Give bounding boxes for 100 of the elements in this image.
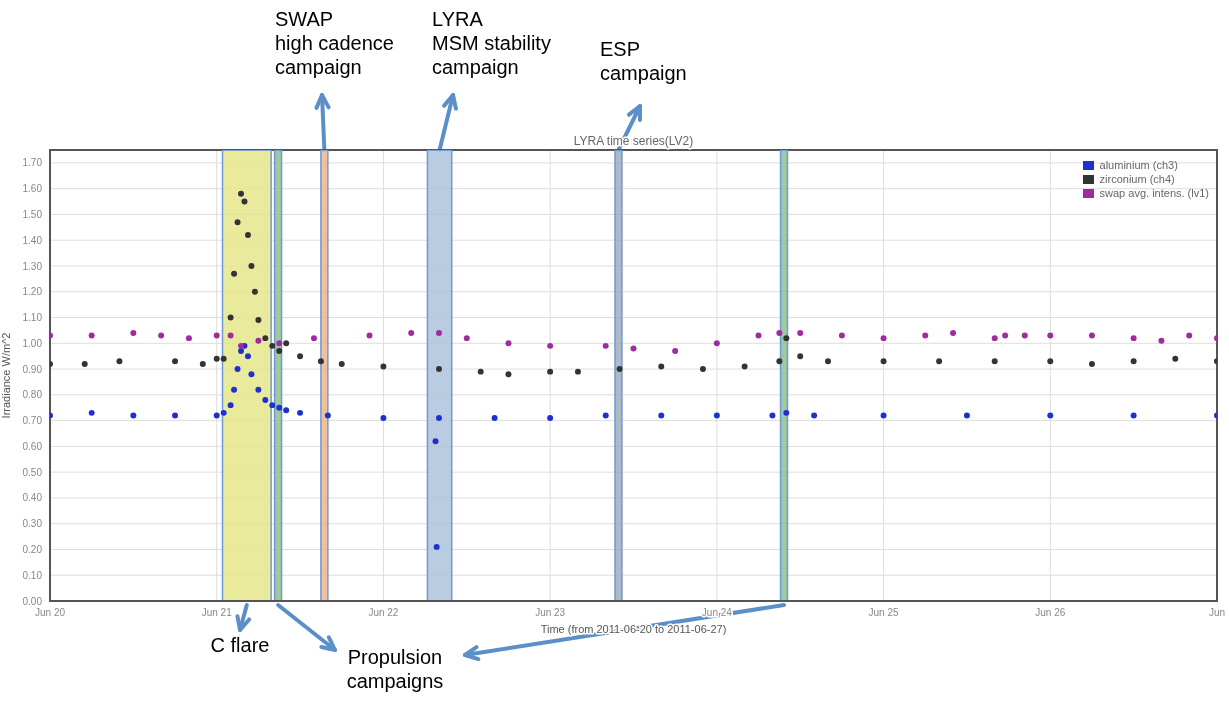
point bbox=[283, 407, 290, 414]
y-tick-label: 1.40 bbox=[22, 234, 43, 246]
point bbox=[380, 415, 387, 421]
point bbox=[116, 358, 123, 365]
y-tick-label: 1.60 bbox=[22, 183, 43, 195]
point bbox=[436, 366, 442, 373]
y-tick-label: 0.80 bbox=[22, 389, 43, 401]
point bbox=[755, 332, 762, 339]
band-label: LYRA MSM stability campaign bbox=[432, 8, 551, 78]
x-tick-label: Jun bbox=[1208, 607, 1226, 619]
y-tick-label: 0.40 bbox=[22, 492, 43, 504]
point bbox=[251, 288, 258, 295]
point bbox=[1047, 412, 1054, 419]
point bbox=[380, 363, 387, 370]
point bbox=[776, 358, 783, 365]
point bbox=[505, 371, 512, 378]
point bbox=[1172, 355, 1179, 362]
point bbox=[547, 342, 554, 349]
point bbox=[234, 366, 241, 373]
y-axis-title: Irradiance W/m^2 bbox=[0, 332, 12, 419]
point bbox=[776, 330, 783, 336]
point bbox=[227, 332, 234, 339]
point bbox=[658, 363, 665, 370]
point bbox=[797, 330, 804, 336]
point bbox=[248, 371, 255, 378]
point bbox=[255, 337, 262, 344]
point bbox=[491, 415, 498, 421]
point bbox=[269, 402, 276, 409]
x-tick-label: Jun 23 bbox=[535, 607, 566, 619]
point bbox=[880, 412, 887, 419]
x-tick-label: Jun 25 bbox=[868, 607, 900, 619]
x-tick-label: Jun 22 bbox=[368, 607, 399, 619]
point bbox=[227, 314, 234, 321]
y-tick-label: 1.00 bbox=[22, 337, 43, 349]
point bbox=[172, 358, 179, 365]
point bbox=[922, 332, 929, 339]
y-tick-label: 0.70 bbox=[22, 415, 43, 427]
x-tick-label: Jun 20 bbox=[34, 607, 66, 619]
point bbox=[172, 412, 179, 419]
point bbox=[1158, 337, 1165, 344]
band-label: Propulsion campaigns bbox=[346, 646, 444, 692]
y-tick-label: 1.50 bbox=[22, 208, 43, 220]
point bbox=[811, 412, 818, 419]
band-label: SWAP high cadence campaign bbox=[275, 8, 394, 78]
point bbox=[936, 358, 943, 365]
point bbox=[463, 335, 470, 342]
point bbox=[1021, 332, 1028, 339]
point bbox=[244, 353, 251, 360]
point bbox=[1047, 358, 1054, 365]
point bbox=[699, 366, 706, 373]
point bbox=[234, 219, 241, 226]
point bbox=[248, 262, 255, 269]
point bbox=[616, 366, 623, 373]
point bbox=[1088, 332, 1095, 339]
point bbox=[255, 386, 262, 393]
point bbox=[231, 386, 238, 393]
y-tick-label: 1.20 bbox=[22, 286, 43, 298]
point bbox=[262, 397, 269, 403]
point bbox=[227, 402, 234, 409]
y-tick-label: 1.30 bbox=[22, 260, 43, 272]
point bbox=[255, 317, 262, 324]
point bbox=[338, 360, 345, 367]
x-tick-label: Jun 21 bbox=[201, 607, 233, 619]
point bbox=[602, 412, 609, 419]
point bbox=[262, 335, 269, 342]
point bbox=[1130, 335, 1137, 342]
point bbox=[213, 355, 220, 362]
point bbox=[797, 353, 804, 360]
point bbox=[741, 363, 748, 370]
point bbox=[81, 360, 88, 367]
band-label: ESP campaign bbox=[600, 38, 687, 84]
point bbox=[574, 368, 581, 375]
point bbox=[547, 368, 554, 375]
legend-label: aluminium (ch3) bbox=[1099, 158, 1178, 172]
point bbox=[269, 342, 276, 349]
point bbox=[950, 330, 957, 336]
point bbox=[244, 232, 251, 239]
point bbox=[130, 330, 137, 336]
point bbox=[713, 340, 720, 347]
point bbox=[1088, 360, 1095, 367]
point bbox=[1002, 332, 1009, 339]
y-tick-label: 0.00 bbox=[22, 595, 43, 607]
legend-label: zirconium (ch4) bbox=[1099, 172, 1175, 186]
point bbox=[297, 409, 304, 416]
y-tick-label: 0.30 bbox=[22, 518, 43, 530]
point bbox=[220, 355, 227, 362]
point bbox=[769, 412, 776, 419]
point bbox=[602, 342, 609, 349]
y-tick-label: 1.70 bbox=[22, 157, 43, 169]
point bbox=[783, 409, 790, 416]
y-tick-label: 0.10 bbox=[22, 569, 43, 581]
point bbox=[238, 348, 245, 354]
point bbox=[158, 332, 165, 339]
point bbox=[991, 335, 998, 342]
x-tick-label: Jun 26 bbox=[1035, 607, 1066, 619]
legend-label: swap avg. intens. (lv1) bbox=[1099, 186, 1209, 200]
y-tick-label: 0.20 bbox=[22, 544, 43, 556]
point bbox=[547, 415, 554, 421]
point bbox=[408, 330, 415, 336]
point bbox=[231, 270, 238, 277]
